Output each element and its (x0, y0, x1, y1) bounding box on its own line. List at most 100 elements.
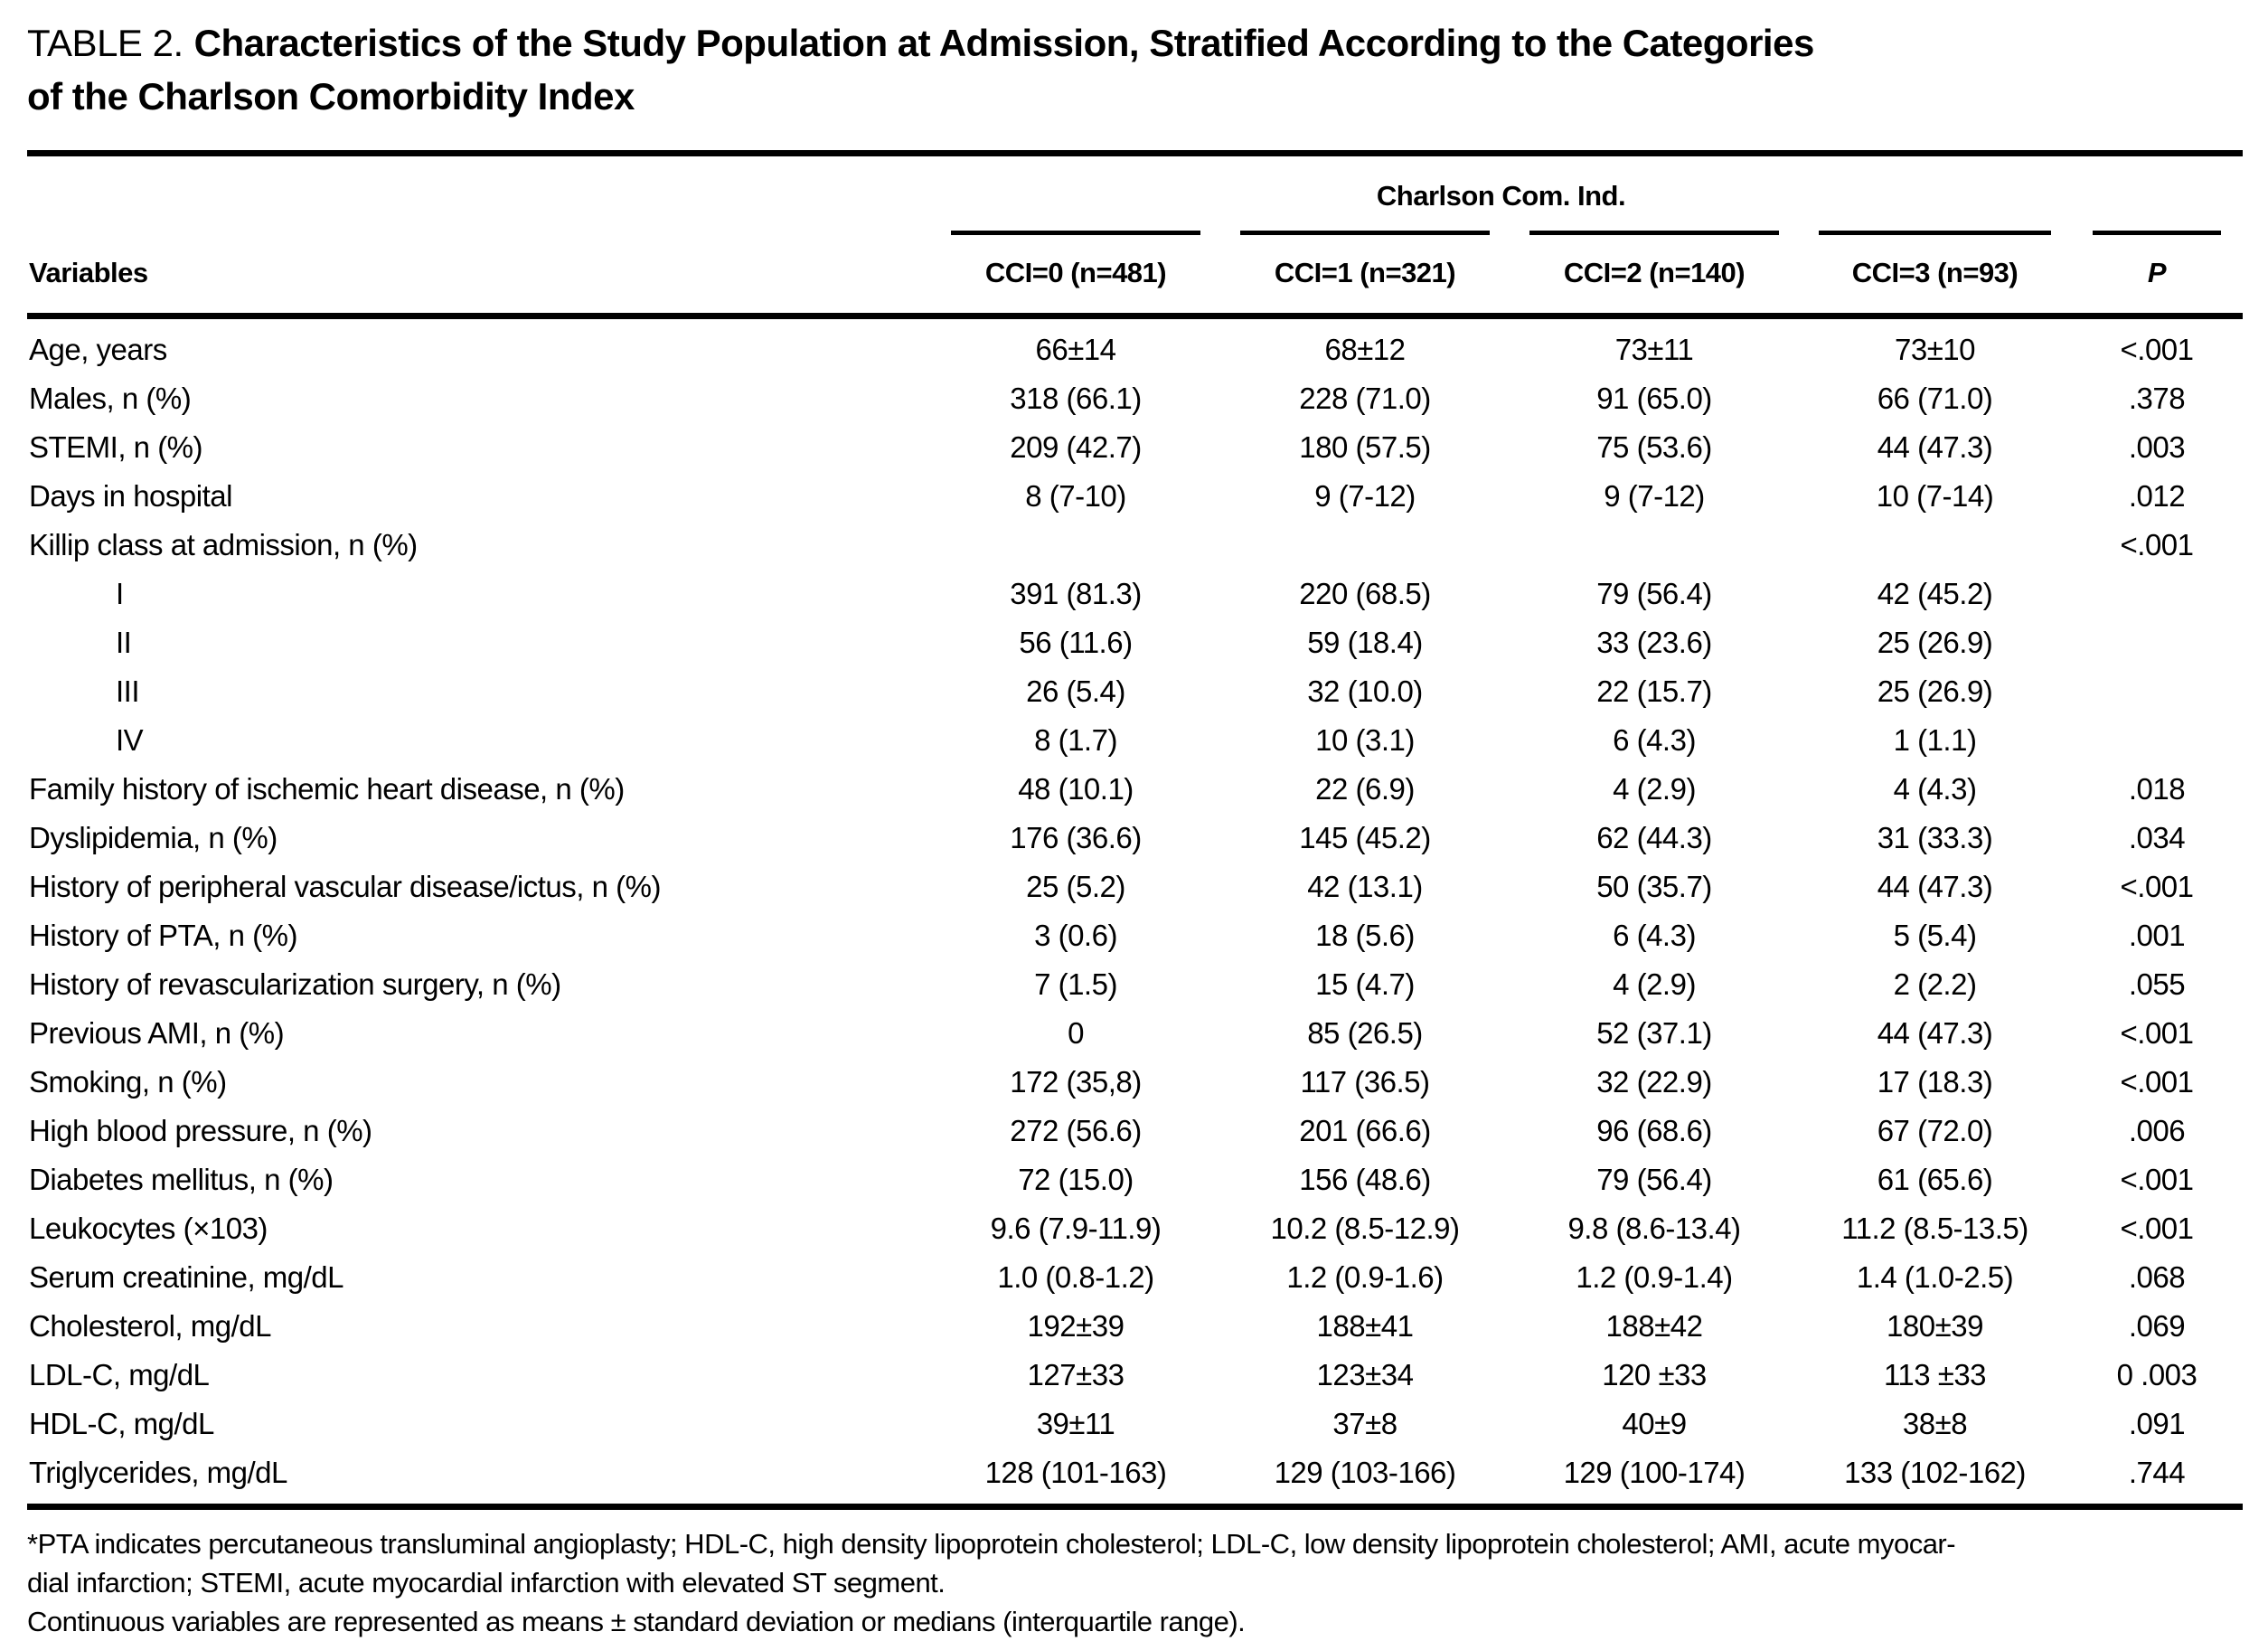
table-row: Serum creatinine, mg/dL 1.0 (0.8-1.2) 1.2 … (27, 1253, 2243, 1302)
value-cell: 73±11 (1614, 333, 1694, 366)
variable-cell: II (116, 626, 132, 659)
variable-cell: Males, n (%) (29, 382, 192, 415)
value-cell: 172 (35,8) (1010, 1065, 1142, 1099)
p-value-cell: .034 (2128, 821, 2186, 854)
value-cell: 9.6 (7.9-11.9) (990, 1212, 1162, 1245)
p-value-cell (2071, 618, 2243, 667)
value-cell: 176 (36.6) (1010, 821, 1142, 854)
column-header-cci0: CCI=0 (n=481) (931, 231, 1220, 316)
value-cell: 42 (45.2) (1877, 577, 1993, 610)
table-row: High blood pressure, n (%) 272 (56.6) 201 … (27, 1107, 2243, 1155)
variable-cell: Dyslipidemia, n (%) (29, 821, 278, 854)
value-cell: 50 (35.7) (1596, 870, 1712, 903)
variable-cell: Serum creatinine, mg/dL (29, 1260, 344, 1294)
value-cell: 113 ±33 (1883, 1358, 1987, 1391)
variable-cell: Killip class at admission, n (%) (29, 528, 418, 561)
table-title: TABLE 2. Characteristics of the Study Pop… (27, 16, 2243, 123)
table-row: I 391 (81.3) 220 (68.5) 79 (56.4) 42 (45.2) (27, 570, 2243, 618)
value-cell: 6 (4.3) (1613, 919, 1696, 952)
table-body: Age, years 66±14 68±12 73±11 73±10 <.001 Males… (27, 316, 2243, 1507)
group-rule-segment (1819, 231, 2051, 235)
value-cell: 59 (18.4) (1307, 626, 1423, 659)
p-value-cell: <.001 (2120, 333, 2195, 366)
value-cell: 5 (5.4) (1893, 919, 1977, 952)
value-cell: 32 (22.9) (1596, 1065, 1712, 1099)
value-cell: 25 (26.9) (1877, 674, 1993, 708)
p-value-cell: .091 (2128, 1407, 2186, 1440)
value-cell: 79 (56.4) (1596, 577, 1712, 610)
value-cell: 22 (6.9) (1315, 772, 1415, 806)
value-cell: 61 (65.6) (1877, 1163, 1993, 1196)
variable-cell: History of PTA, n (%) (29, 919, 297, 952)
value-cell: 32 (10.0) (1307, 674, 1423, 708)
value-cell: 31 (33.3) (1877, 821, 1993, 854)
column-header-cci1: CCI=1 (n=321) (1220, 231, 1510, 316)
value-cell: 18 (5.6) (1315, 919, 1415, 952)
table-row: Days in hospital 8 (7-10) 9 (7-12) 9 (7-12)… (27, 472, 2243, 521)
table-row: History of PTA, n (%) 3 (0.6) 18 (5.6) 6 (4… (27, 911, 2243, 960)
value-cell: 48 (10.1) (1018, 772, 1134, 806)
table-row: Diabetes mellitus, n (%) 72 (15.0) 156 (48… (27, 1155, 2243, 1204)
group-rule-segment (1240, 231, 1490, 235)
variable-cell: STEMI, n (%) (29, 430, 203, 464)
value-cell: 1.2 (0.9-1.4) (1576, 1260, 1733, 1294)
value-cell: 44 (47.3) (1877, 430, 1993, 464)
group-header-spacer (27, 154, 931, 231)
p-value-cell: <.001 (2120, 1065, 2195, 1099)
table-row: Dyslipidemia, n (%) 176 (36.6) 145 (45.2) 6… (27, 814, 2243, 863)
value-cell: 22 (15.7) (1596, 674, 1712, 708)
variable-cell: History of peripheral vascular disease/i… (29, 870, 661, 903)
p-value-cell: .068 (2128, 1260, 2186, 1294)
value-cell: 10 (3.1) (1315, 723, 1415, 757)
group-header-row: Charlson Com. Ind. (27, 154, 2243, 231)
table-row: Smoking, n (%) 172 (35,8) 117 (36.5) 32 (22… (27, 1058, 2243, 1107)
variable-cell: Previous AMI, n (%) (29, 1016, 285, 1050)
value-cell: 180 (57.5) (1299, 430, 1431, 464)
table-row: Age, years 66±14 68±12 73±11 73±10 <.001 (27, 316, 2243, 375)
footnote-line: *PTA indicates percutaneous transluminal… (27, 1528, 1956, 1560)
table-row: II 56 (11.6) 59 (18.4) 33 (23.6) 25 (26.9) (27, 618, 2243, 667)
value-cell: 220 (68.5) (1299, 577, 1431, 610)
value-cell: 0 (1068, 1016, 1084, 1050)
variable-cell: III (116, 674, 140, 708)
value-cell: 188±41 (1316, 1309, 1414, 1343)
table-row: Males, n (%) 318 (66.1) 228 (71.0) 91 (65.0… (27, 374, 2243, 423)
table-header: Charlson Com. Ind. Variables CCI=0 (n=48… (27, 154, 2243, 316)
value-cell: 56 (11.6) (1019, 626, 1133, 659)
p-value-cell: .012 (2128, 479, 2186, 513)
p-value-cell (2071, 667, 2243, 716)
value-cell: 1.2 (0.9-1.6) (1286, 1260, 1444, 1294)
value-cell: 156 (48.6) (1299, 1163, 1431, 1196)
column-header-cci3: CCI=3 (n=93) (1799, 231, 2071, 316)
value-cell: 127±33 (1027, 1358, 1125, 1391)
value-cell: 25 (5.2) (1026, 870, 1125, 903)
group-header-spacer-p (2071, 154, 2243, 231)
variable-cell: Age, years (29, 333, 167, 366)
p-value-cell: .378 (2128, 382, 2186, 415)
variable-cell: IV (116, 723, 144, 757)
p-value-cell: <.001 (2120, 528, 2195, 561)
value-cell: 37±8 (1332, 1407, 1398, 1440)
variable-cell: Triglycerides, mg/dL (29, 1456, 287, 1489)
value-cell: 192±39 (1027, 1309, 1125, 1343)
value-cell: 68±12 (1324, 333, 1406, 366)
value-cell: 96 (68.6) (1596, 1114, 1712, 1147)
value-cell: 10.2 (8.5-12.9) (1270, 1212, 1460, 1245)
value-cell: 180±39 (1887, 1309, 1983, 1343)
p-value-cell: <.001 (2120, 1212, 2195, 1245)
p-value-cell: <.001 (2120, 870, 2195, 903)
column-header-variables: Variables (29, 257, 148, 288)
table-row: IV 8 (1.7) 10 (3.1) 6 (4.3) 1 (1.1) (27, 716, 2243, 765)
value-cell: 7 (1.5) (1034, 967, 1117, 1001)
variable-cell: Smoking, n (%) (29, 1065, 227, 1099)
footnote-line: Continuous variables are represented as … (27, 1606, 1246, 1637)
value-cell: 272 (56.6) (1010, 1114, 1142, 1147)
column-header-row: Variables CCI=0 (n=481) CCI=1 (n=321) CC… (27, 231, 2243, 316)
value-cell: 1.0 (0.8-1.2) (997, 1260, 1154, 1294)
table-row: Triglycerides, mg/dL 128 (101-163) 129 (10… (27, 1448, 2243, 1507)
value-cell: 10 (7-14) (1876, 479, 1994, 513)
study-population-table: Charlson Com. Ind. Variables CCI=0 (n=48… (27, 150, 2243, 1510)
p-value-cell: 0 .003 (2116, 1358, 2197, 1391)
table-row: History of peripheral vascular disease/i… (27, 863, 2243, 911)
value-cell: 133 (102-162) (1844, 1456, 2026, 1489)
